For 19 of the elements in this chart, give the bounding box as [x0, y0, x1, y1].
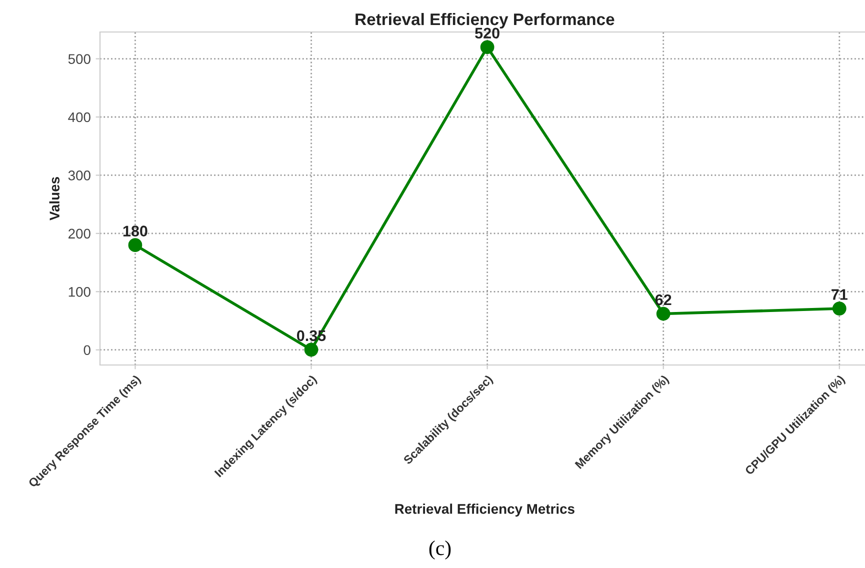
data-label: 180 [123, 226, 148, 236]
chart-title: Retrieval Efficiency Performance [356, 12, 614, 29]
text: (c) [429, 540, 451, 560]
y-tick-label: 500 [68, 54, 90, 64]
y-tick-label: 0 [84, 345, 90, 356]
y-tick-label: 400 [68, 112, 90, 122]
point [656, 306, 670, 321]
y-tick-label: 100 [68, 286, 90, 297]
point [304, 342, 318, 357]
y-axis-title: Values [49, 177, 60, 220]
point [480, 40, 494, 54]
y-tick-label: 300 [68, 170, 90, 180]
data-label: 62 [655, 294, 672, 306]
data-label: 71 [832, 289, 848, 300]
point [128, 238, 142, 252]
point [832, 302, 846, 316]
x-axis-title: Retrieval Efficiency Metrics [395, 504, 574, 517]
data-label: 520 [475, 28, 500, 39]
y-tick-label: 200 [68, 228, 90, 239]
